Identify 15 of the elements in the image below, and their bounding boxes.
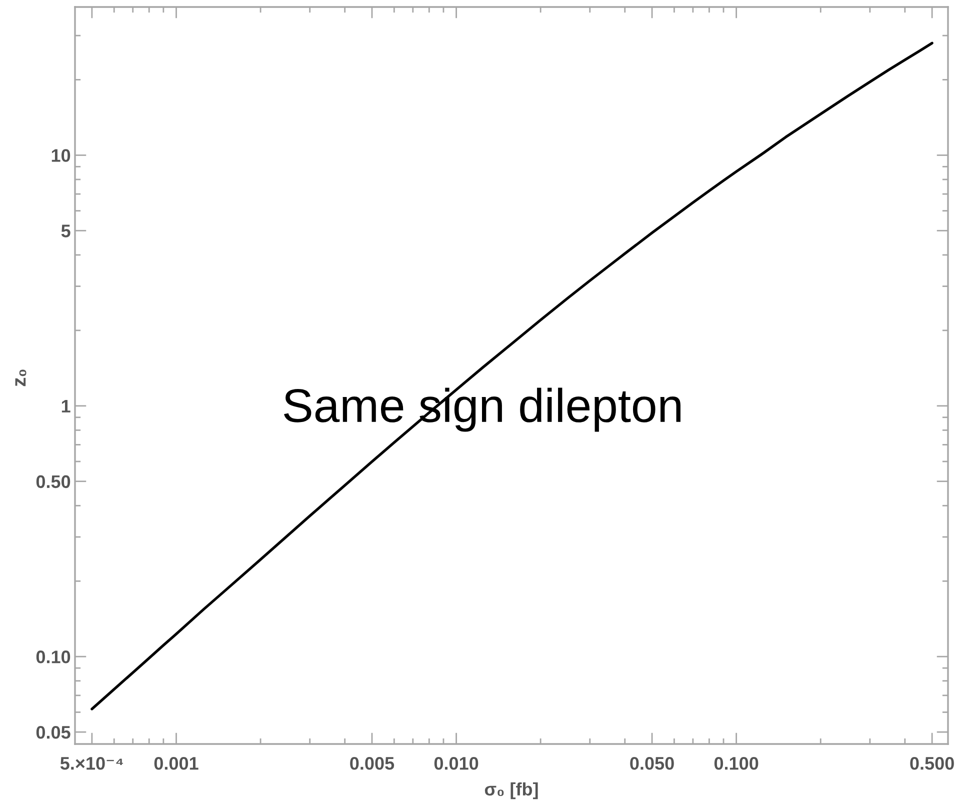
x-tick-label: 0.005	[350, 756, 394, 770]
x-tick-label: 5.×10⁻⁴	[60, 756, 123, 770]
y-tick-label: 0.05	[36, 726, 70, 739]
y-tick-label: 5	[61, 224, 70, 238]
y-tick-label: 10	[52, 149, 70, 162]
y-tick-label: 0.50	[36, 475, 70, 488]
x-tick-label: 0.100	[714, 756, 758, 770]
x-tick-label: 0.010	[434, 756, 478, 770]
x-axis-title: σ₀ [fb]	[484, 782, 538, 800]
y-tick-label: 0.10	[36, 650, 70, 664]
y-axis-title: z₀	[15, 370, 26, 386]
x-tick-label: 0.050	[630, 756, 674, 770]
x-tick-label: 0.500	[910, 756, 954, 770]
x-tick-label: 0.001	[154, 756, 198, 770]
y-tick-label: 1	[62, 400, 70, 412]
